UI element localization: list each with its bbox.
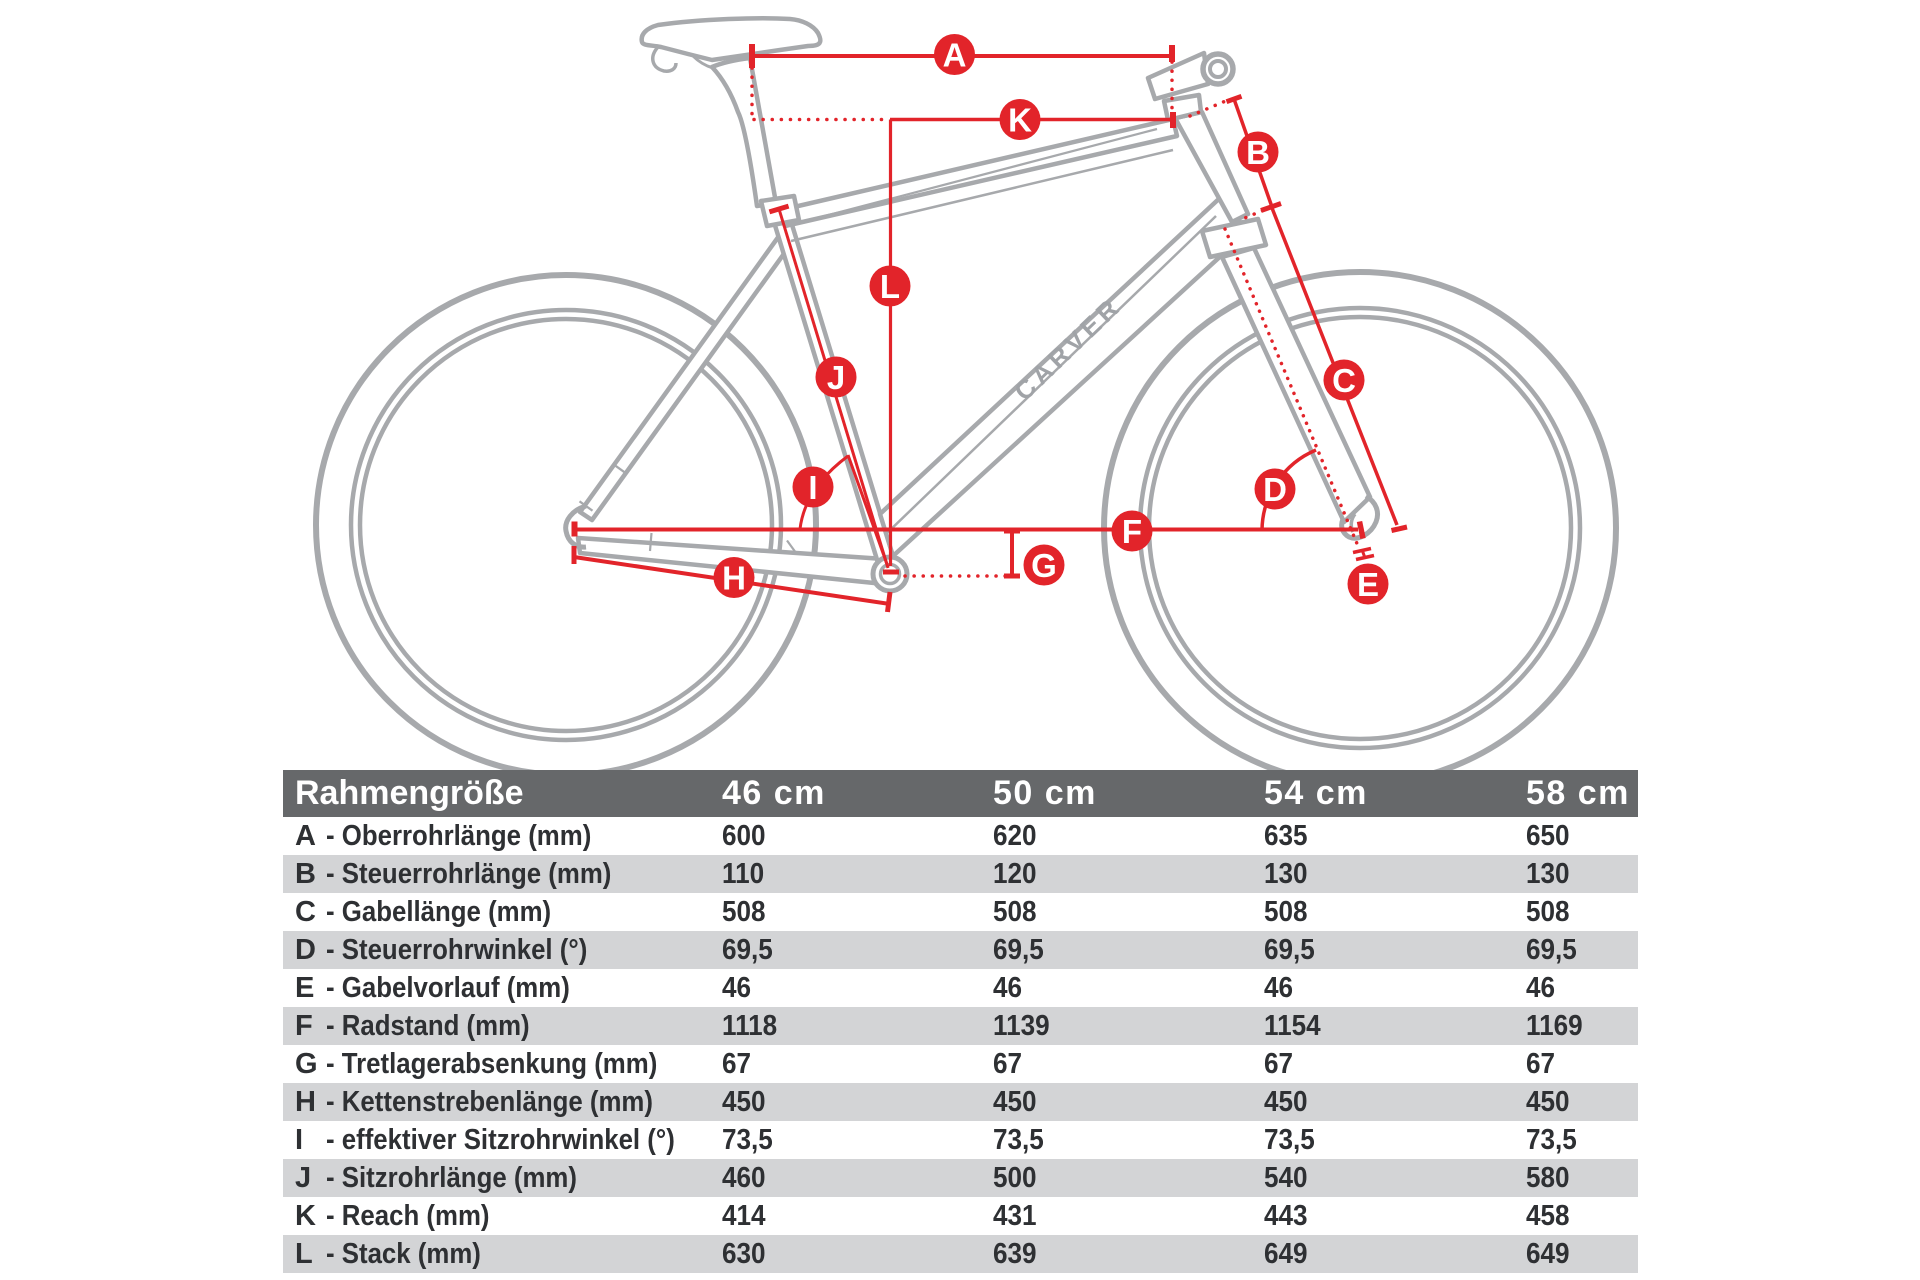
svg-text:F: F	[1122, 513, 1142, 550]
svg-text:D: D	[1263, 471, 1287, 508]
svg-text:G: G	[1031, 547, 1057, 584]
svg-text:I: I	[808, 469, 817, 506]
svg-text:B: B	[1246, 134, 1270, 171]
svg-text:K: K	[1008, 102, 1032, 139]
svg-text:H: H	[722, 560, 746, 597]
svg-text:E: E	[1357, 566, 1379, 603]
svg-text:A: A	[943, 37, 967, 74]
svg-text:C: C	[1332, 362, 1356, 399]
svg-text:J: J	[827, 359, 845, 396]
svg-text:L: L	[880, 268, 900, 305]
